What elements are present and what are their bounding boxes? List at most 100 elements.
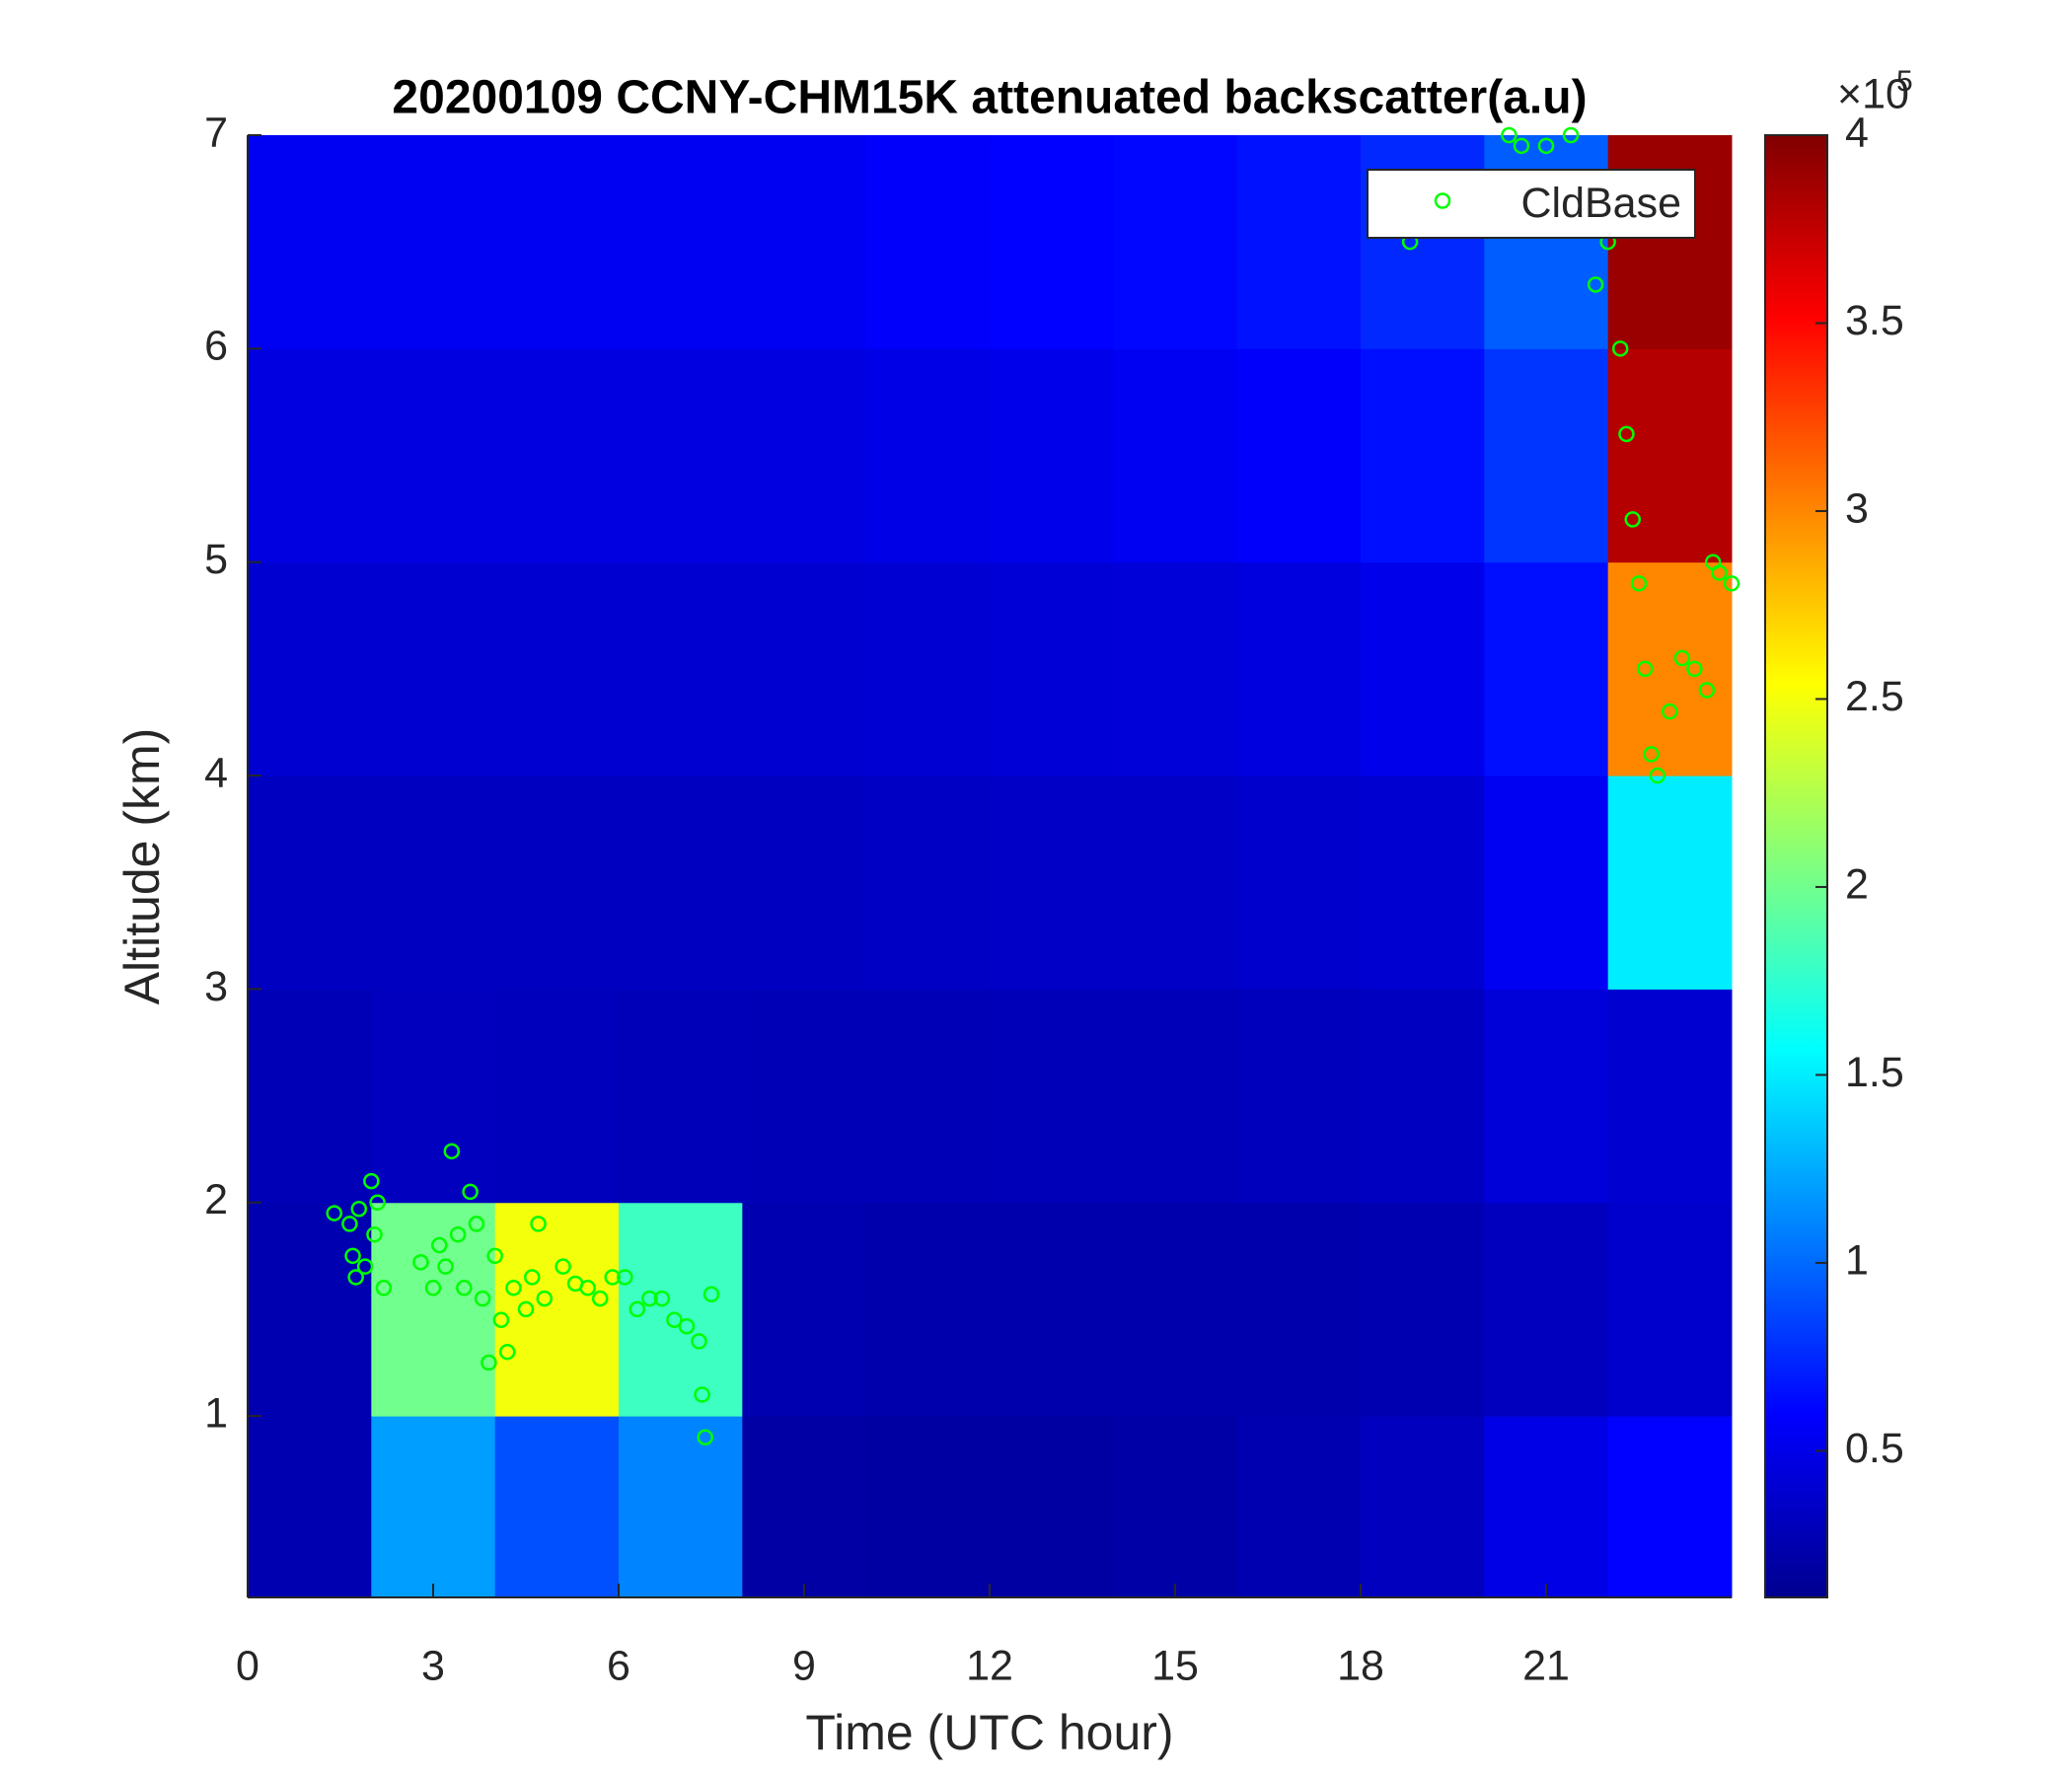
heatmap-cell [990, 561, 1114, 777]
cloud-base-point [443, 1143, 461, 1160]
cloud-base-point [326, 1205, 342, 1221]
y-tick-label: 1 [204, 1389, 228, 1437]
cloud-base-point [629, 1300, 646, 1318]
heatmap-cell [494, 1202, 620, 1417]
y-tick-label: 6 [204, 323, 228, 370]
heatmap-cell [1236, 1416, 1362, 1598]
cloud-base-point [697, 1429, 713, 1445]
heatmap-cell [1236, 135, 1362, 349]
heatmap-cell [371, 561, 496, 777]
heatmap-cell [1113, 1416, 1238, 1598]
heatmap-cell [619, 348, 743, 563]
heatmap-cell [371, 989, 496, 1204]
cloud-base-point [341, 1216, 358, 1232]
cloud-base-point [1662, 703, 1678, 720]
heatmap-cell [1607, 776, 1733, 990]
cloud-base-point [1611, 340, 1629, 357]
cloud-base-point [653, 1290, 671, 1307]
heatmap-cell [619, 989, 743, 1204]
colorbar-multiplier: ×10 [1837, 70, 1909, 117]
heatmap-cell [494, 561, 620, 777]
x-tick-label: 15 [1151, 1642, 1199, 1689]
cloud-base-point [524, 1269, 541, 1286]
heatmap-cell [1484, 1416, 1609, 1598]
heatmap-cell [1607, 135, 1733, 349]
cloud-base-point [1501, 126, 1517, 144]
heatmap-cell [742, 1202, 867, 1417]
heatmap-cell [248, 1416, 372, 1598]
heatmap-cell [619, 561, 743, 777]
colorbar-tick-label: 2.5 [1845, 673, 1904, 720]
heatmap-cell [371, 1416, 496, 1598]
colorbar-tick-label: 0.5 [1845, 1425, 1904, 1472]
cloud-base-point [703, 1286, 720, 1303]
cloud-base-point [424, 1280, 442, 1296]
heatmap-cell [248, 1202, 372, 1417]
cloud-base-point [1673, 649, 1691, 667]
x-tick-label: 6 [607, 1642, 630, 1689]
heatmap-cell [619, 1416, 743, 1598]
heatmap-cell [619, 135, 743, 349]
cloud-base-point [1711, 564, 1728, 581]
chart-title: 20200109 CCNY-CHM15K attenuated backscat… [392, 72, 1587, 124]
cloud-base-point [604, 1269, 621, 1286]
cloud-base-point [617, 1269, 633, 1286]
heatmap-cell [1236, 776, 1362, 990]
colorbar-tick-label: 4 [1845, 109, 1869, 156]
cloud-base-point [431, 1236, 448, 1254]
cloud-base-point [1698, 682, 1716, 699]
heatmap-cell [371, 1202, 496, 1417]
cloud-base-point [437, 1258, 454, 1275]
cloud-base-point [1686, 660, 1703, 678]
y-tick-label: 3 [204, 963, 228, 1010]
cloud-base-point [1537, 137, 1555, 155]
heatmap-cell [619, 776, 743, 990]
cloud-base-point [412, 1254, 429, 1271]
cloud-base-point [344, 1247, 361, 1265]
heatmap-cell [494, 989, 620, 1204]
x-tick-label: 21 [1522, 1642, 1570, 1689]
legend-label: CldBase [1520, 180, 1681, 227]
heatmap-cell [248, 348, 372, 563]
heatmap-cell [1113, 348, 1238, 563]
x-tick-label: 18 [1337, 1642, 1384, 1689]
heatmap-cell [990, 1202, 1114, 1417]
heatmap-cell [248, 776, 372, 990]
heatmap-cell [990, 135, 1114, 349]
heatmap-cell [371, 348, 496, 563]
heatmap-cell [742, 348, 867, 563]
heatmap-cell [1484, 989, 1609, 1204]
cloud-base-point [1723, 575, 1740, 592]
heatmap-cell [248, 561, 372, 777]
y-tick-label: 7 [204, 109, 228, 156]
heatmap-cell [1236, 348, 1362, 563]
heatmap-cell [865, 348, 991, 563]
heatmap-cell [742, 776, 867, 990]
colorbar-tick-label: 1 [1845, 1236, 1869, 1284]
colorbar-tick-label: 3.5 [1845, 297, 1904, 344]
heatmap-cell [1113, 561, 1238, 777]
legend-marker [1434, 192, 1451, 209]
heatmap-cell [865, 776, 991, 990]
heatmap-cell [1607, 989, 1733, 1204]
heatmap-cell [1361, 989, 1485, 1204]
cloud-base-point [474, 1290, 491, 1307]
legend [1367, 169, 1696, 239]
heatmap-cell [1113, 989, 1238, 1204]
cloud-base-point [694, 1386, 710, 1403]
heatmap-cell [1484, 348, 1609, 563]
x-tick-label: 0 [236, 1642, 259, 1689]
cloud-base-point [486, 1247, 503, 1265]
heatmap-cell [1607, 1202, 1733, 1417]
heatmap-cell [494, 348, 620, 563]
cloud-base-point [369, 1194, 386, 1212]
y-axis-label: Altitude (km) [114, 728, 170, 1005]
x-axis-label: Time (UTC hour) [805, 1705, 1173, 1760]
heatmap-cell [990, 1416, 1114, 1598]
heatmap-cell [494, 135, 620, 349]
cloud-base-point [492, 1311, 510, 1328]
heatmap-cell [1236, 561, 1362, 777]
cloud-base-point [366, 1225, 383, 1243]
cloud-base-point [481, 1354, 497, 1371]
